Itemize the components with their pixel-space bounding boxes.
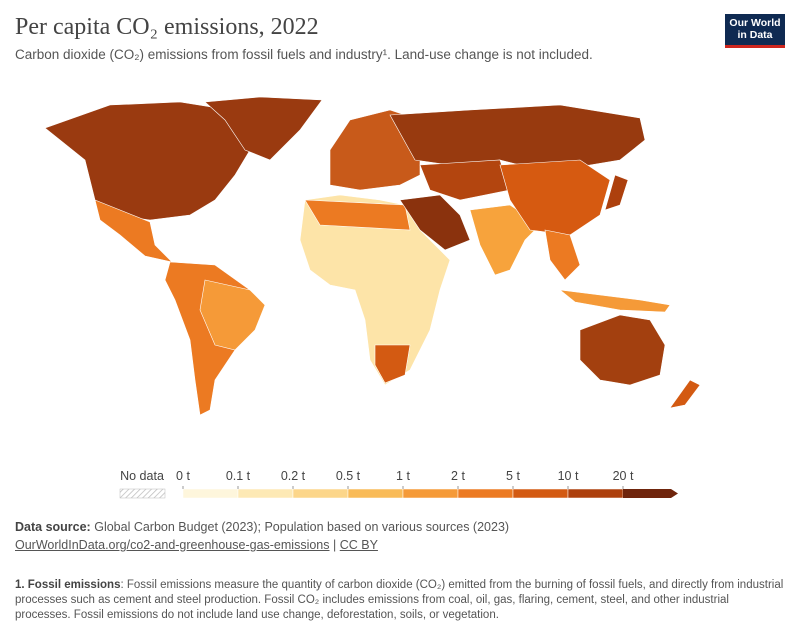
legend-swatch [237, 488, 294, 499]
legend-swatch [457, 488, 514, 499]
legend-tick-label: 5 t [506, 469, 520, 483]
legend-swatch [182, 488, 239, 499]
no-data-swatch [119, 488, 166, 499]
legend-tick-label: 0.5 t [336, 469, 361, 483]
russia[interactable] [389, 104, 646, 171]
source-label: Data source: [15, 520, 91, 534]
europe[interactable] [329, 109, 421, 191]
separator: | [333, 538, 337, 552]
india[interactable] [469, 204, 541, 276]
subtitle: Carbon dioxide (CO₂) emissions from foss… [15, 47, 593, 62]
southeast-asia[interactable] [544, 229, 581, 281]
countries [44, 96, 701, 416]
mexico[interactable] [94, 199, 173, 263]
brazil[interactable] [199, 279, 266, 351]
no-data-label: No data [120, 469, 164, 483]
southern-africa[interactable] [374, 344, 411, 384]
map: No data 0 t 0.1 t 0.2 t 0.5 t 1 t 2 t 5 t 10 t 2… [44, 96, 701, 499]
legend-tick-label: 0 t [176, 469, 190, 483]
legend-swatch [402, 488, 459, 499]
title: Per capita CO₂ emissions, 2022 [15, 14, 319, 40]
middle-east[interactable] [399, 194, 471, 251]
legend-swatch [347, 488, 404, 499]
legend-swatch [567, 488, 624, 499]
greenland[interactable] [204, 96, 323, 161]
source-text: Global Carbon Budget (2023); Population … [94, 520, 510, 534]
logo-line: in Data [737, 29, 773, 41]
north-africa[interactable] [304, 199, 411, 231]
legend-tick-label: 1 t [396, 469, 410, 483]
logo[interactable]: Our World in Data [725, 14, 785, 48]
legend-tick-label: 10 t [558, 469, 579, 483]
legend-swatch [512, 488, 569, 499]
central-asia[interactable] [419, 159, 511, 201]
legend-tick-label: 0.1 t [226, 469, 251, 483]
legend-tick-label: 20 t [613, 469, 634, 483]
logo-line: Our World [729, 17, 781, 29]
footnote: 1. Fossil emissions: Fossil emissions me… [15, 578, 785, 623]
note-text: : Fossil emissions measure the quantity … [15, 579, 784, 621]
legend-tick-label: 2 t [451, 469, 465, 483]
new-zealand[interactable] [669, 379, 701, 409]
legend-arrow [623, 489, 678, 498]
url[interactable]: OurWorldInData.org/co2-and-greenhouse-ga… [15, 538, 330, 552]
legend-swatch [292, 488, 349, 499]
australia[interactable] [579, 314, 666, 386]
africa[interactable] [299, 194, 451, 386]
legend-tick-label: 0.2 t [281, 469, 306, 483]
china[interactable] [499, 159, 611, 236]
japan[interactable] [604, 174, 629, 211]
indonesia[interactable] [558, 289, 671, 313]
source: Data source: Global Carbon Budget (2023)… [15, 518, 509, 554]
north-america[interactable] [44, 101, 251, 221]
license[interactable]: CC BY [339, 538, 378, 552]
legend: No data 0 t 0.1 t 0.2 t 0.5 t 1 t 2 t 5 t 10 t 2… [119, 469, 678, 499]
note-label: 1. Fossil emissions [15, 579, 121, 591]
